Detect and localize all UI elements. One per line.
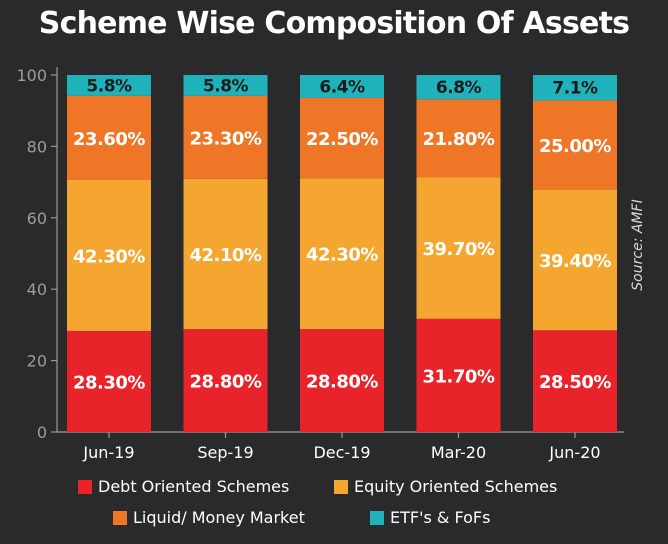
x-tick-label: Jun-19 <box>82 443 134 462</box>
bar-segment <box>300 97 384 179</box>
bar-segment <box>416 75 501 100</box>
chart-title: Scheme Wise Composition Of Assets <box>38 6 630 41</box>
data-label: 25.00% <box>539 136 611 157</box>
bar-segment <box>300 75 384 98</box>
bar-segment <box>533 100 617 190</box>
data-label: 21.80% <box>423 129 495 150</box>
labels-layer: 28.30% 42.30% 23.60% 5.8% 28.80% 42.10% 23.30%… <box>73 76 612 393</box>
legend-item: Equity Oriented Schemes <box>334 477 557 496</box>
bar-segment <box>67 330 151 432</box>
bar-segment <box>416 177 501 319</box>
x-tick-label: Mar-20 <box>431 443 486 462</box>
bar-segment <box>300 329 384 432</box>
legend-item: ETF's & FoFs <box>370 508 490 527</box>
data-label: 23.60% <box>73 129 145 150</box>
legend-swatch <box>334 479 348 494</box>
data-label: 6.4% <box>319 77 365 97</box>
legend-label: ETF's & FoFs <box>390 508 491 527</box>
data-label: 28.30% <box>73 372 145 393</box>
source-note: Source: AMFI <box>630 199 646 291</box>
y-tick-label: 100 <box>16 66 47 85</box>
data-label: 7.1% <box>552 79 598 99</box>
data-label: 31.70% <box>423 366 495 387</box>
x-tick-label: Dec-19 <box>313 443 370 462</box>
bar-segment <box>67 75 151 96</box>
legend-item: Liquid/ Money Market <box>113 508 305 527</box>
x-tick-label: Jun-20 <box>548 443 600 462</box>
data-label: 42.30% <box>73 246 145 267</box>
data-label: 28.80% <box>190 372 262 393</box>
data-label: 22.50% <box>306 129 378 150</box>
y-tick-label: 60 <box>27 209 47 228</box>
data-label: 39.70% <box>423 239 495 260</box>
data-label: 5.8% <box>203 76 249 96</box>
bars-layer <box>67 75 617 432</box>
legend-swatch <box>113 510 127 525</box>
y-tick-label: 20 <box>27 352 47 371</box>
data-label: 28.80% <box>306 372 378 393</box>
x-tick-label: Sep-19 <box>197 443 253 462</box>
bar-segment <box>67 95 151 180</box>
y-tick-label: 40 <box>27 280 47 299</box>
y-tick-label: 0 <box>37 423 47 442</box>
bar-segment <box>416 318 501 432</box>
bar-segment <box>183 95 268 179</box>
data-label: 23.30% <box>190 128 262 149</box>
bar-segment <box>67 179 151 331</box>
legend-label: Debt Oriented Schemes <box>98 477 290 496</box>
y-tick-label: 80 <box>27 137 47 156</box>
legend-label: Liquid/ Money Market <box>133 508 305 527</box>
data-label: 39.40% <box>539 251 611 272</box>
data-label: 42.30% <box>306 245 378 266</box>
legend-label: Equity Oriented Schemes <box>354 477 558 496</box>
legend-swatch <box>78 479 92 494</box>
bar-segment <box>300 178 384 330</box>
data-label: 28.50% <box>539 372 611 393</box>
bar-segment <box>183 178 268 330</box>
bar-segment <box>183 329 268 432</box>
bar-segment <box>533 75 617 101</box>
data-label: 6.8% <box>436 78 482 98</box>
bar-segment <box>533 189 617 331</box>
data-label: 42.10% <box>190 245 262 266</box>
legend-item: Debt Oriented Schemes <box>78 477 289 496</box>
bar-segment <box>183 75 268 96</box>
data-label: 5.8% <box>86 76 132 96</box>
bar-segment <box>416 99 501 178</box>
legend-swatch <box>370 510 384 525</box>
bar-segment <box>533 330 617 432</box>
